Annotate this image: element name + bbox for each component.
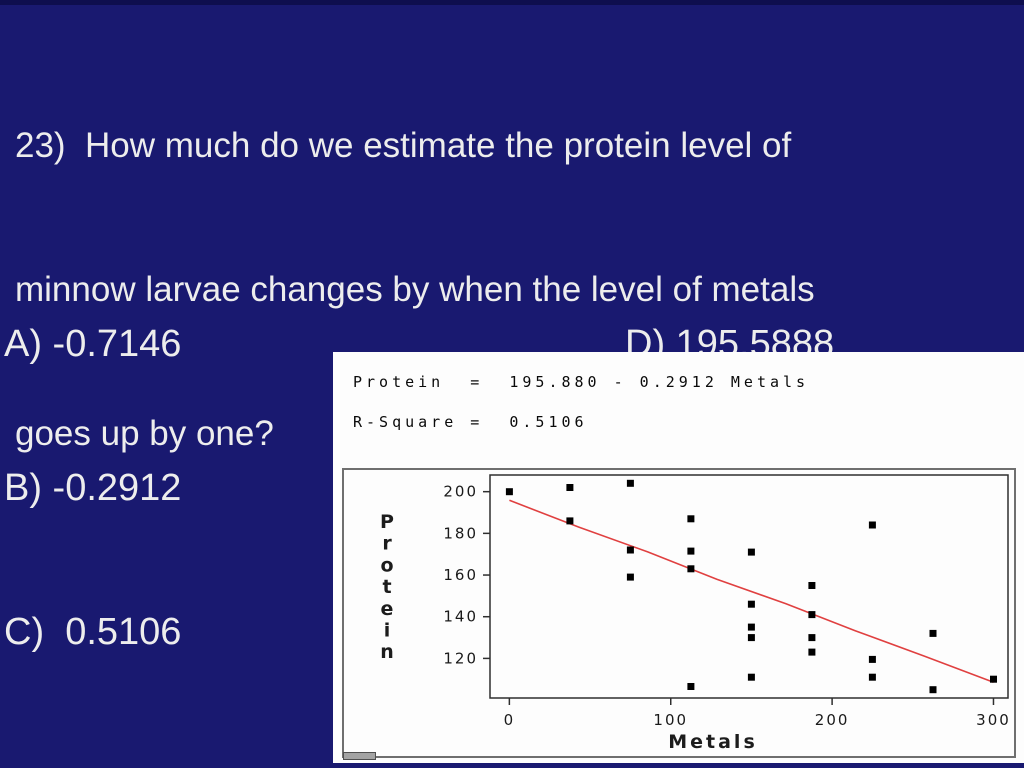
y-axis-label-letter: t [382, 576, 391, 598]
answer-option-a: A) -0.7146 [4, 323, 182, 365]
data-point [687, 515, 695, 523]
regression-line [509, 499, 994, 684]
answers-left-column: A) -0.7146 B) -0.2912 C) 0.5106 [4, 224, 181, 752]
data-point [626, 479, 634, 487]
y-axis-label: Protein [380, 511, 394, 663]
x-tick-label: 200 [815, 711, 850, 729]
x-tick-label: 300 [976, 711, 1011, 729]
scatter-plot: 200 180 160 140 120 0 100 200 300 Protein Metals [342, 468, 1016, 758]
data-point [808, 634, 816, 642]
y-tick-label: 140 [443, 608, 478, 626]
y-axis-label-letter: e [381, 598, 394, 620]
y-tick-label: 120 [443, 649, 478, 667]
graph-window-border [342, 468, 1016, 758]
window-resize-handle [343, 752, 376, 760]
y-tick-label: 180 [443, 524, 478, 542]
answer-option-b: B) -0.2912 [4, 467, 182, 509]
data-point [747, 673, 755, 681]
plot-frame [489, 474, 1009, 699]
question-line-2: minnow larvae changes by when the level … [15, 270, 815, 309]
data-point [808, 582, 816, 589]
data-point [747, 548, 755, 556]
data-point [747, 634, 755, 642]
data-point [868, 655, 876, 663]
y-tick-label: 200 [443, 483, 478, 501]
data-point [687, 683, 695, 690]
data-point [505, 488, 513, 496]
y-axis-label-letter: o [380, 554, 393, 576]
question-line-1: 23) How much do we estimate the protein … [15, 126, 792, 165]
scatter-points [505, 479, 997, 694]
data-point [687, 565, 695, 573]
x-axis-ticks: 0 100 200 300 [504, 698, 1011, 729]
data-point [747, 600, 755, 608]
data-point [626, 546, 634, 554]
data-point [990, 675, 997, 683]
data-point [687, 547, 695, 555]
data-point [566, 484, 574, 491]
data-point [626, 573, 634, 581]
y-axis-label-letter: i [384, 620, 391, 642]
y-axis-label-letter: r [382, 533, 392, 555]
top-edge-strip [0, 0, 1024, 5]
regression-equation-text: Protein = 195.880 - 0.2912 Metals [353, 373, 810, 391]
data-point [808, 611, 816, 619]
x-tick-label: 0 [504, 711, 516, 729]
question-line-3: goes up by one? [15, 414, 274, 453]
y-axis-ticks: 200 180 160 140 120 [443, 483, 490, 667]
stats-output-panel: Protein = 195.880 - 0.2912 Metals R-Squa… [333, 352, 1024, 763]
x-tick-label: 100 [653, 711, 688, 729]
y-axis-label-letter: n [380, 641, 394, 663]
data-point [868, 673, 876, 681]
question-block: 23) How much do we estimate the protein … [15, 26, 815, 554]
y-axis-label-letter: P [380, 511, 394, 533]
data-point [868, 521, 876, 529]
data-point [808, 648, 816, 656]
data-point [929, 629, 937, 637]
data-point [747, 623, 755, 631]
data-point [566, 517, 574, 525]
answer-option-c: C) 0.5106 [4, 611, 182, 653]
r-square-text: R-Square = 0.5106 [353, 413, 588, 431]
x-axis-label: Metals [668, 731, 758, 753]
y-tick-label: 160 [443, 566, 478, 584]
data-point [929, 686, 937, 694]
